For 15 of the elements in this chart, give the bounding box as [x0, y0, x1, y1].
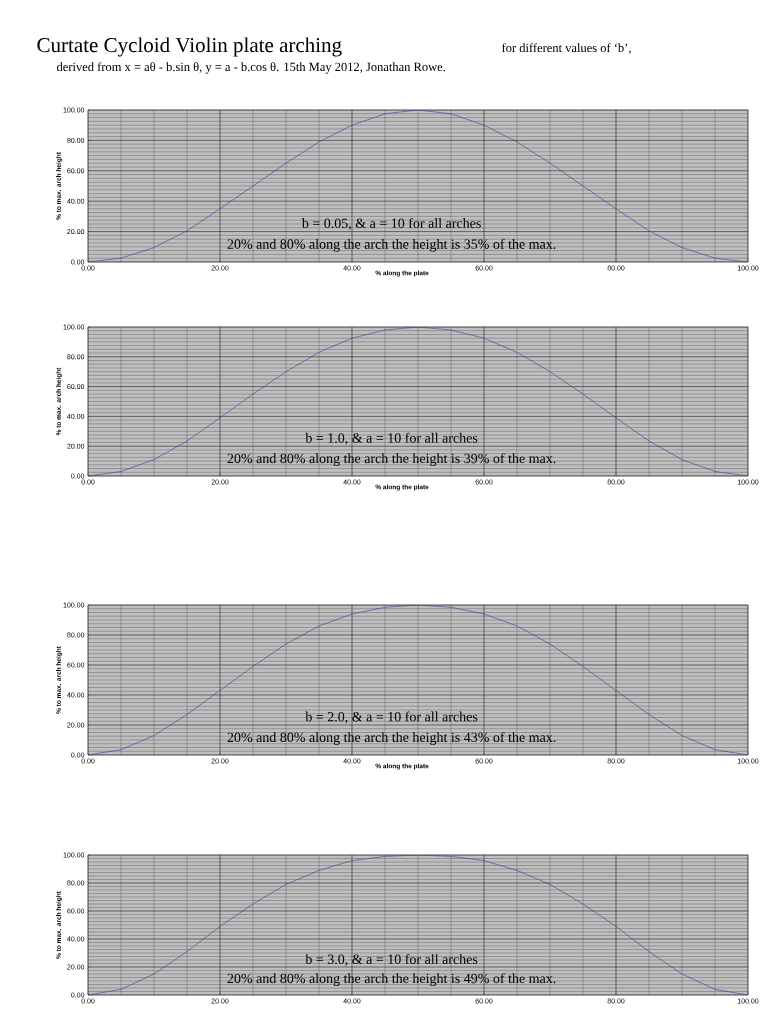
annotation: b = 1.0, & a = 10 for all arches: [305, 432, 478, 445]
line-series: [88, 326, 749, 476]
line-series: [88, 604, 749, 755]
annotation: b = 3.0, & a = 10 for all arches: [305, 953, 478, 966]
annotation: b = 0.05, & a = 10 for all arches: [301, 217, 481, 230]
text: derived from x = aθ - b.sin θ, y = a - b.cos θ. 15th May 2012, Jonathan Rowe.: [56, 62, 446, 74]
annotation: 20% and 80% along the arch the height is 49% of the max.: [227, 973, 556, 987]
annotation: 20% and 80% along the arch the height is 35% of the max.: [227, 238, 556, 252]
line-series: [88, 109, 749, 262]
chart-title: Curtate Cycloid Violin plate arching: [37, 37, 342, 57]
annotation: b = 2.0, & a = 10 for all arches: [305, 711, 478, 724]
line-series: [88, 855, 749, 995]
annotation: 20% and 80% along the arch the height is 43% of the max.: [227, 732, 556, 745]
chart-subtitle: for different values of ‘b’,: [501, 43, 631, 54]
annotation: 20% and 80% along the arch the height is 39% of the max.: [227, 453, 556, 467]
